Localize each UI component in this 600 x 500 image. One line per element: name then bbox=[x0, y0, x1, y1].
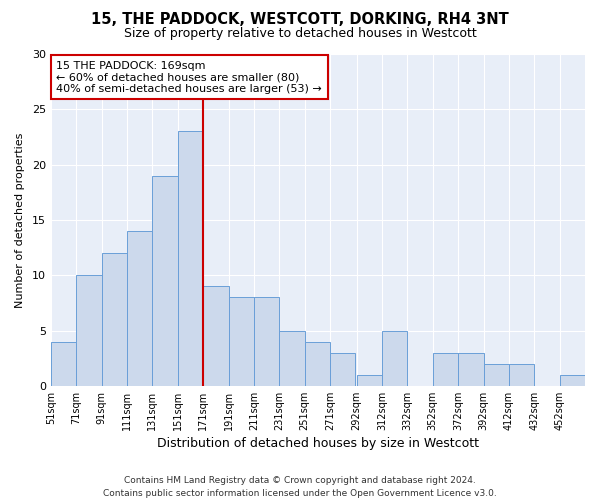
Bar bbox=[76, 275, 101, 386]
Text: 15 THE PADDOCK: 169sqm
← 60% of detached houses are smaller (80)
40% of semi-det: 15 THE PADDOCK: 169sqm ← 60% of detached… bbox=[56, 60, 322, 94]
Text: 15, THE PADDOCK, WESTCOTT, DORKING, RH4 3NT: 15, THE PADDOCK, WESTCOTT, DORKING, RH4 … bbox=[91, 12, 509, 28]
Bar bbox=[509, 364, 534, 386]
Bar bbox=[279, 330, 305, 386]
Bar bbox=[51, 342, 76, 386]
Bar bbox=[229, 298, 254, 386]
Y-axis label: Number of detached properties: Number of detached properties bbox=[15, 132, 25, 308]
Bar bbox=[203, 286, 229, 386]
Bar bbox=[101, 253, 127, 386]
Bar bbox=[433, 352, 458, 386]
Bar bbox=[330, 352, 355, 386]
Bar bbox=[254, 298, 279, 386]
Bar bbox=[305, 342, 330, 386]
Bar bbox=[458, 352, 484, 386]
Bar bbox=[356, 375, 382, 386]
Bar bbox=[484, 364, 509, 386]
Bar bbox=[382, 330, 407, 386]
Text: Contains HM Land Registry data © Crown copyright and database right 2024.
Contai: Contains HM Land Registry data © Crown c… bbox=[103, 476, 497, 498]
Bar bbox=[127, 231, 152, 386]
X-axis label: Distribution of detached houses by size in Westcott: Distribution of detached houses by size … bbox=[157, 437, 479, 450]
Bar bbox=[560, 375, 585, 386]
Text: Size of property relative to detached houses in Westcott: Size of property relative to detached ho… bbox=[124, 28, 476, 40]
Bar bbox=[178, 132, 203, 386]
Bar bbox=[152, 176, 178, 386]
